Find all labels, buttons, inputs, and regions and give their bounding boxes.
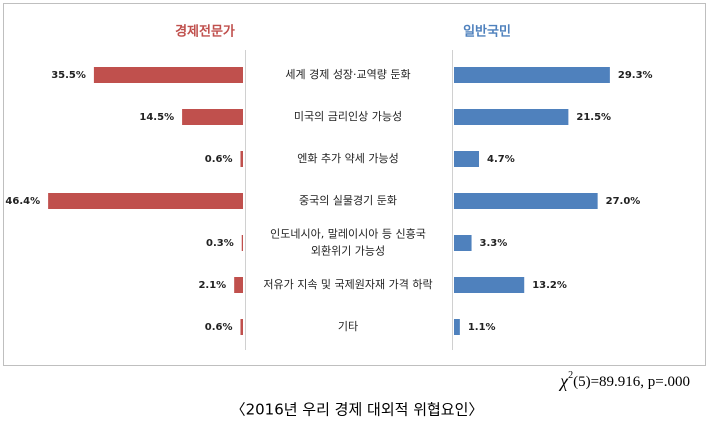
value-label: 2.1% xyxy=(198,280,226,291)
bar xyxy=(241,235,243,251)
bar xyxy=(454,319,460,335)
bar xyxy=(234,277,243,293)
bar xyxy=(454,67,610,83)
value-label: 0.3% xyxy=(206,238,234,249)
bar xyxy=(454,277,525,293)
value-label: 0.6% xyxy=(205,322,233,333)
value-label: 14.5% xyxy=(139,112,174,123)
category-label: 기타 xyxy=(338,320,358,333)
bar xyxy=(48,193,244,209)
frame xyxy=(3,3,706,366)
category-label: 중국의 실물경기 둔화 xyxy=(299,194,397,207)
statistic: χ2(5)=89.916, p=.000 xyxy=(558,370,690,391)
value-label: 13.2% xyxy=(532,280,567,291)
value-label: 29.3% xyxy=(618,70,653,81)
value-label: 0.6% xyxy=(205,154,233,165)
category-label: 외환위기 가능성 xyxy=(311,245,385,258)
category-label: 세계 경제 성장·교역량 둔화 xyxy=(285,68,410,81)
bar xyxy=(93,67,244,83)
bar xyxy=(240,151,243,167)
legend-label: 경제전문가 xyxy=(175,24,235,40)
value-label: 1.1% xyxy=(468,322,496,333)
bar xyxy=(454,235,472,251)
value-label: 27.0% xyxy=(606,196,641,207)
value-label: 3.3% xyxy=(480,238,508,249)
value-label: 4.7% xyxy=(487,154,515,165)
value-label: 46.4% xyxy=(5,196,40,207)
bar xyxy=(454,151,480,167)
caption: 〈2016년 우리 경제 대외적 위협요인〉 xyxy=(231,401,484,419)
bar xyxy=(182,109,243,125)
category-label: 인도네시아, 말레이시아 등 신흥국 xyxy=(270,227,426,241)
category-label: 엔화 추가 약세 가능성 xyxy=(297,151,399,165)
category-label: 저유가 지속 및 국제원자재 가격 하락 xyxy=(263,277,432,291)
bar xyxy=(454,109,569,125)
bar xyxy=(454,193,598,209)
category-label: 미국의 금리인상 가능성 xyxy=(294,110,402,123)
legend-label: 일반국민 xyxy=(463,24,511,40)
value-label: 21.5% xyxy=(576,112,611,123)
bar xyxy=(240,319,243,335)
value-label: 35.5% xyxy=(51,70,86,81)
